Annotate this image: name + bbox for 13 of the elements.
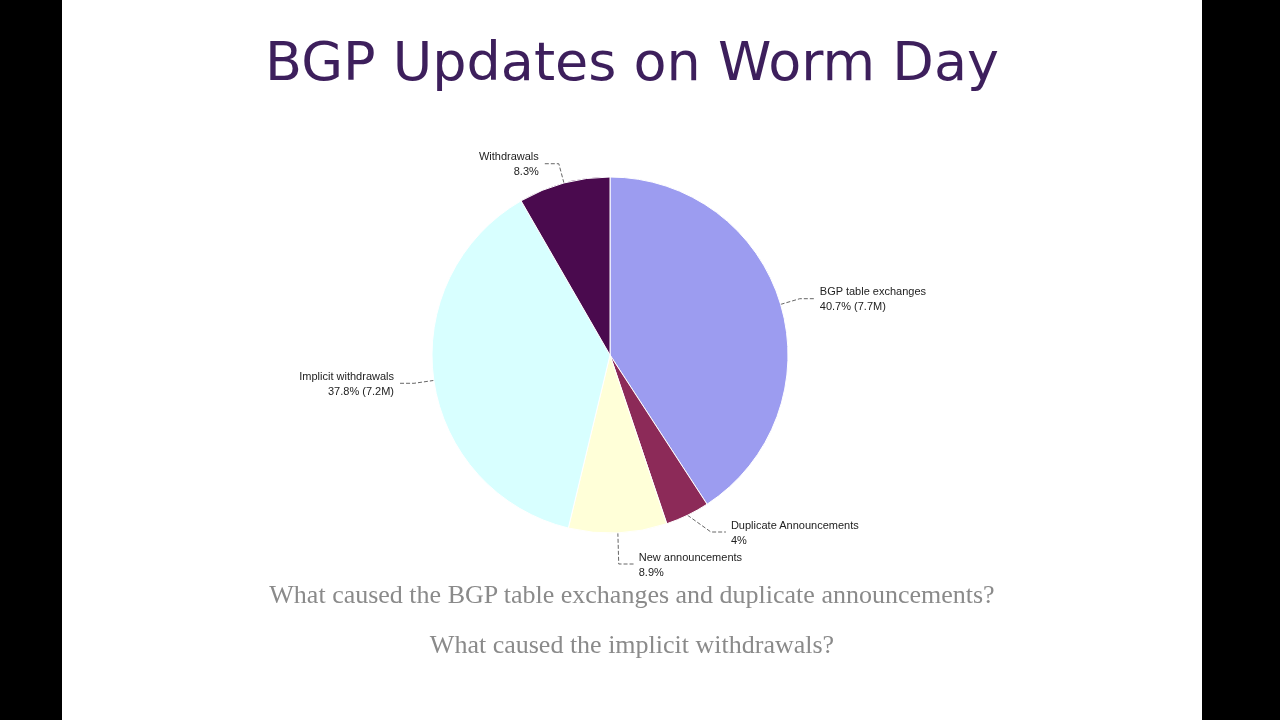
data-label: 37.8% (7.2M): [328, 384, 395, 397]
text: What caused the BGP table exchanges and duplicate announcements?: [268, 580, 996, 610]
slice-label: Withdrawals: [478, 150, 540, 163]
slice-label: Implicit withdrawals: [299, 369, 395, 382]
data-label: 8.9%: [638, 565, 665, 578]
data-label: 8.3%: [513, 165, 540, 178]
data-label: 4%: [730, 533, 748, 546]
data-label: 40.7% (7.7M): [819, 300, 886, 313]
slice-label: Duplicate Announcements: [730, 518, 860, 531]
chart-title: BGP Updates on Worm Day: [264, 30, 1000, 93]
slice-label: New announcements: [638, 550, 743, 563]
slice-label: BGP table exchanges: [819, 285, 927, 298]
text: What caused the implicit withdrawals?: [428, 630, 836, 660]
